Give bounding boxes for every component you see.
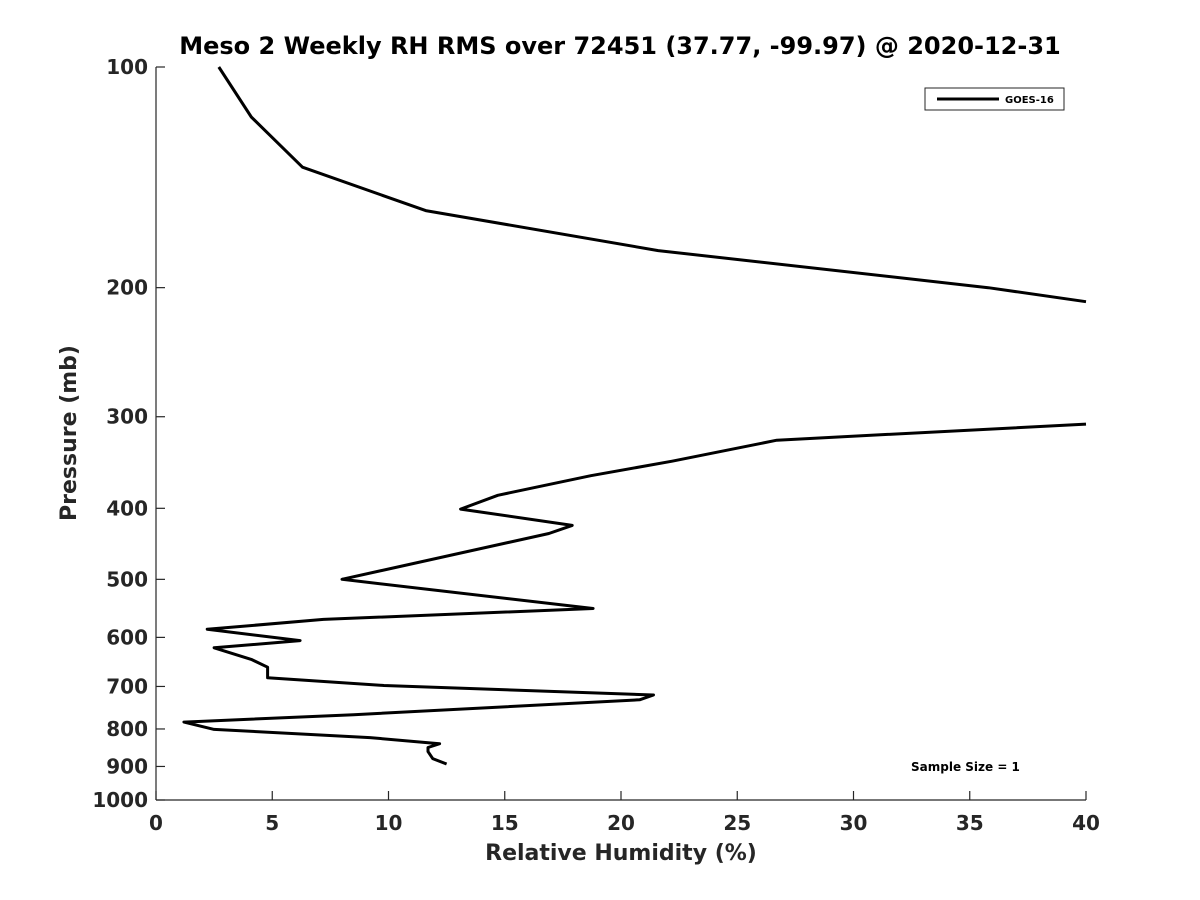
- legend-label-goes16: GOES-16: [1005, 95, 1054, 106]
- x-tick-label: 25: [723, 811, 751, 835]
- series-line-goes-16-segment-1: [217, 66, 1087, 304]
- y-tick-label: 200: [106, 276, 148, 300]
- sample-size-annotation: Sample Size = 1: [911, 760, 1020, 774]
- y-tick-label: 700: [106, 674, 148, 698]
- x-ticks: 0 5 10 15 20 25 30 35 40: [149, 791, 1100, 835]
- series-line-goes-16-segment-2: [182, 422, 1087, 766]
- x-tick-label: 35: [956, 811, 984, 835]
- y-tick-label: 300: [106, 405, 148, 429]
- x-tick-label: 5: [265, 811, 279, 835]
- y-tick-label: 900: [106, 754, 148, 778]
- chart-title: Meso 2 Weekly RH RMS over 72451 (37.77, …: [179, 32, 1061, 60]
- x-tick-label: 0: [149, 811, 163, 835]
- series-lines: [182, 66, 1087, 766]
- y-tick-label: 1000: [92, 788, 148, 812]
- y-tick-label: 400: [106, 496, 148, 520]
- x-tick-label: 20: [607, 811, 635, 835]
- x-tick-label: 30: [840, 811, 868, 835]
- legend: GOES-16: [924, 87, 1065, 111]
- y-axis-label: Pressure (mb): [57, 345, 82, 521]
- x-tick-label: 10: [375, 811, 403, 835]
- x-axis-label: Relative Humidity (%): [485, 841, 757, 866]
- y-tick-label: 100: [106, 55, 148, 79]
- y-tick-label: 500: [106, 567, 148, 591]
- y-ticks: 100 200 300 400 500 600 700 800 900 1000: [92, 55, 165, 812]
- y-tick-label: 800: [106, 717, 148, 741]
- x-tick-label: 15: [491, 811, 519, 835]
- y-tick-label: 600: [106, 625, 148, 649]
- x-tick-label: 40: [1072, 811, 1100, 835]
